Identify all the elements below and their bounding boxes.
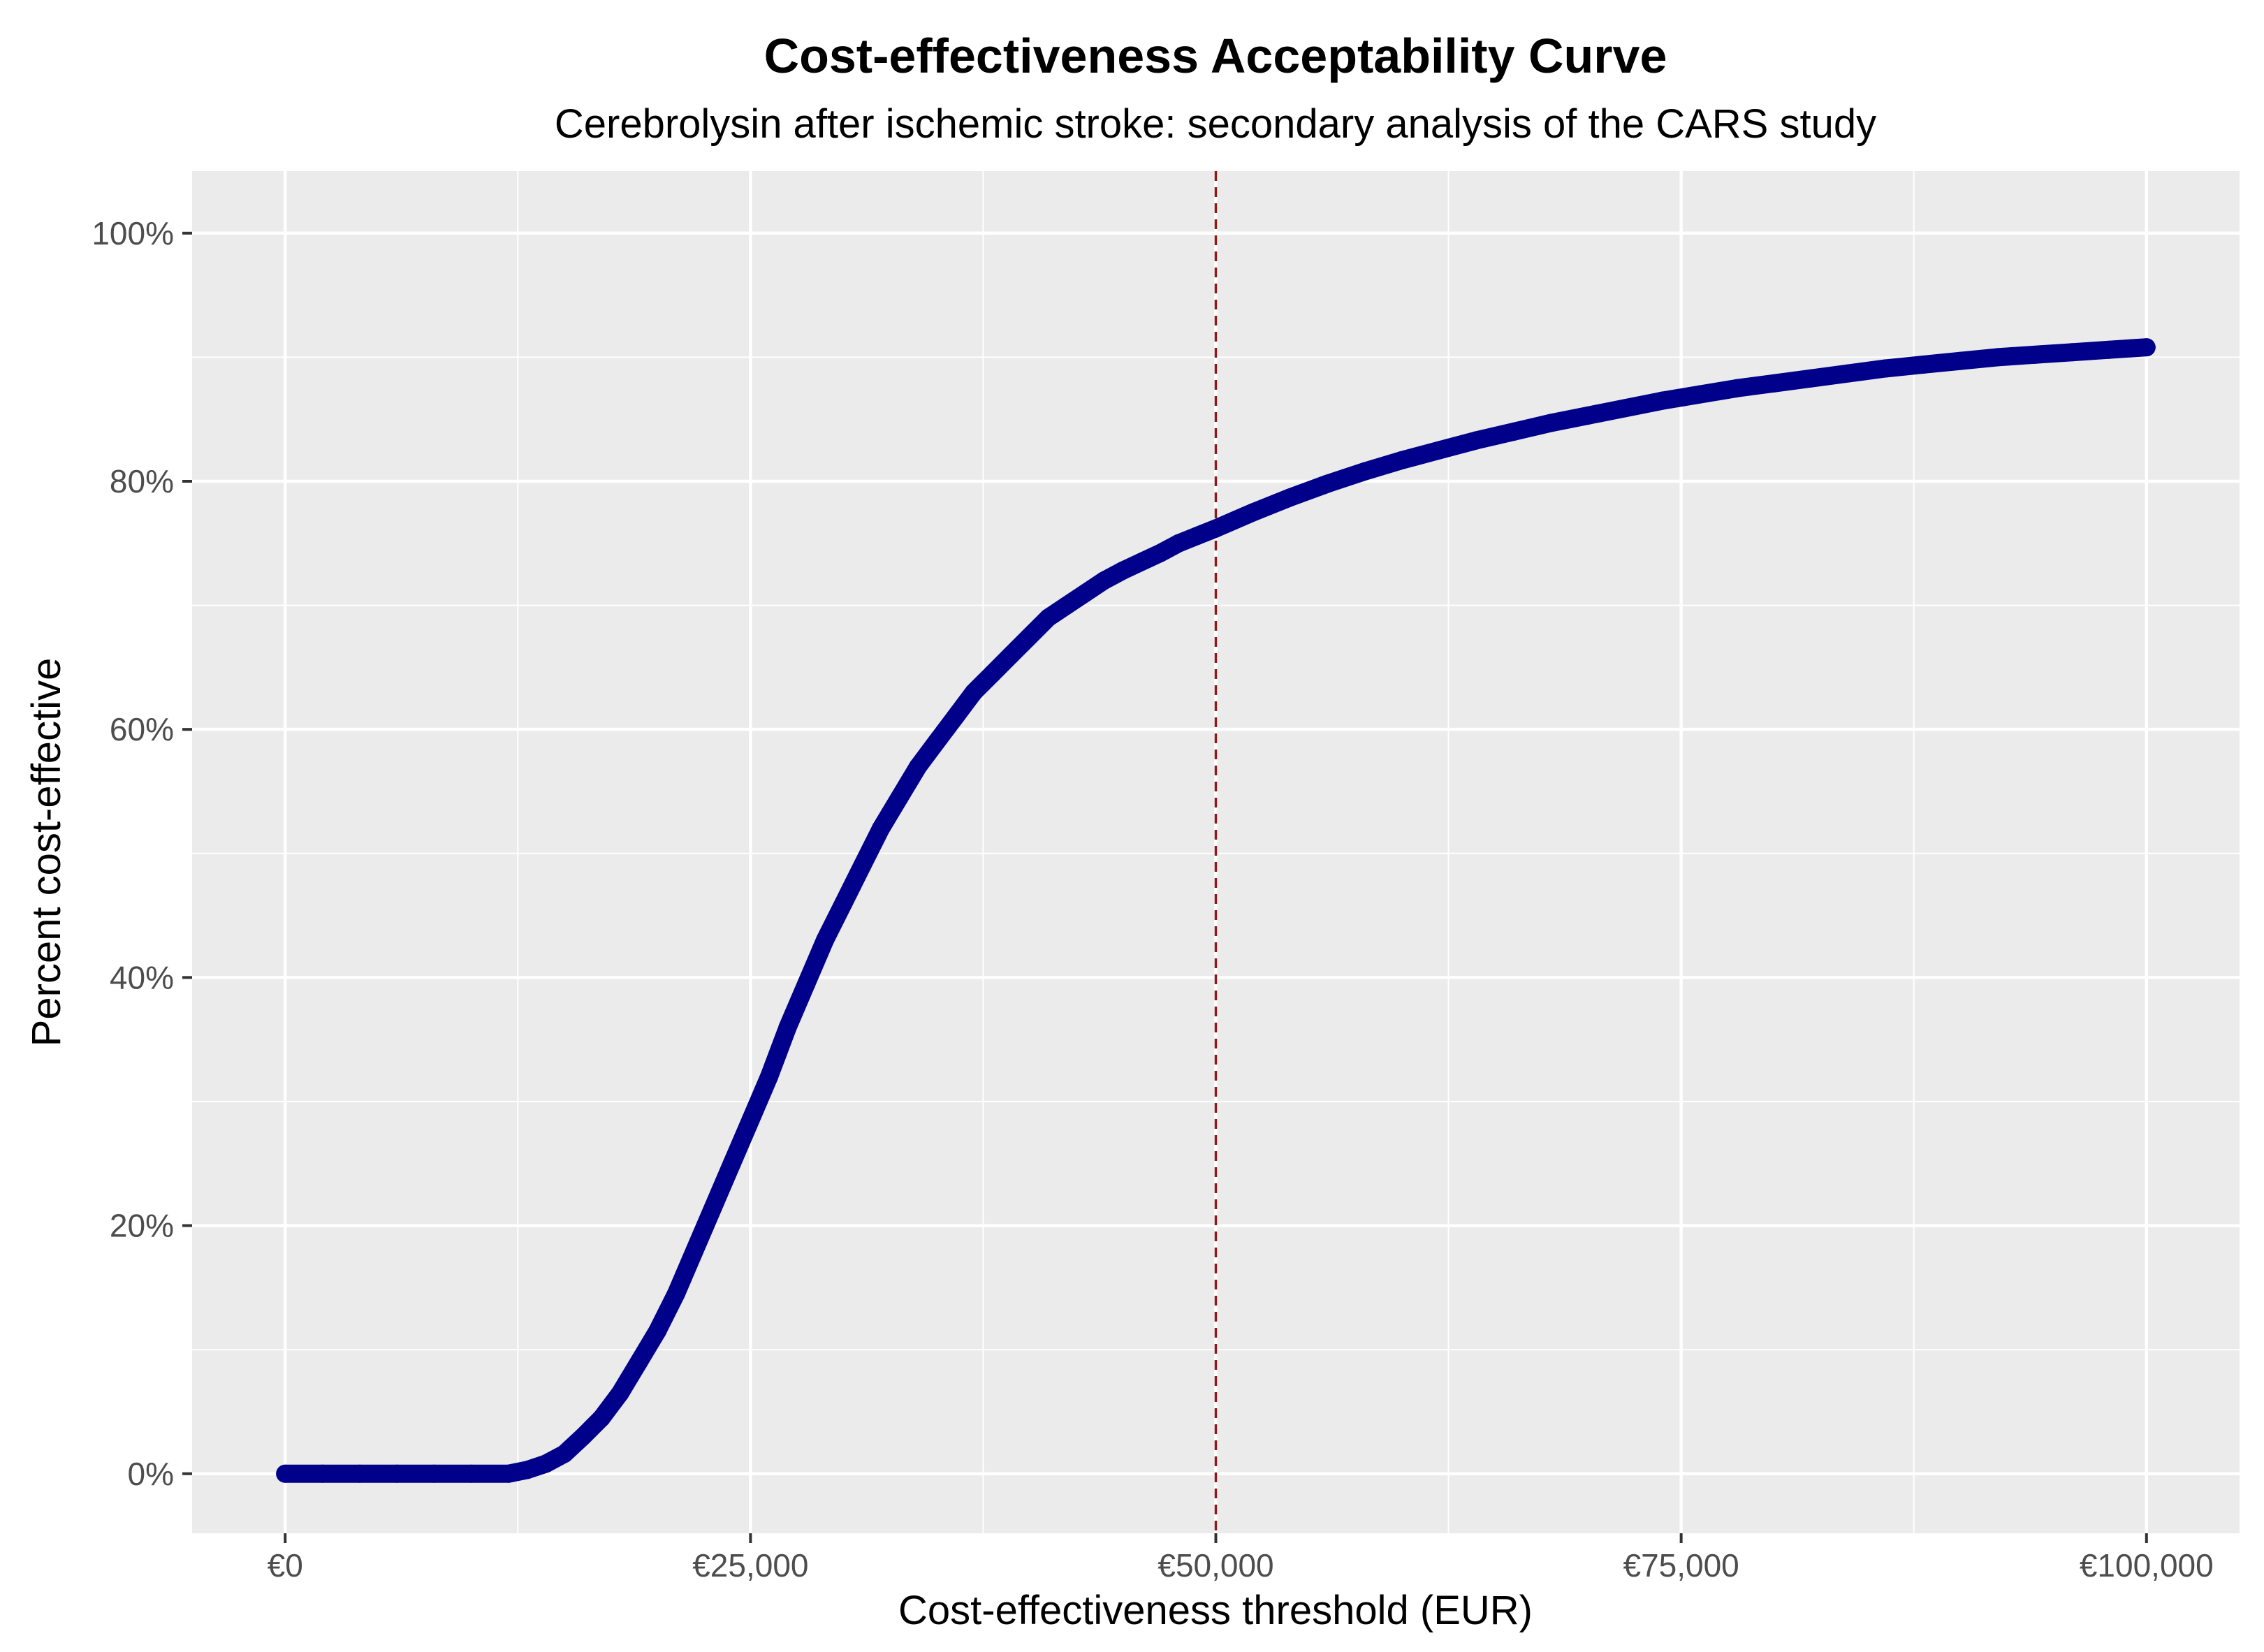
y-tick-label: 60% [110, 711, 174, 747]
ceac-data-point [1616, 399, 1635, 418]
ceac-data-point [1095, 571, 1113, 590]
ceac-data-point [1002, 645, 1021, 664]
ceac-data-point [778, 1018, 797, 1037]
ceac-data-point [965, 682, 984, 701]
ceac-data-point [536, 1454, 555, 1473]
ceac-data-point [555, 1445, 574, 1463]
ceac-data-point [890, 788, 909, 807]
y-tick-label: 80% [110, 463, 174, 499]
ceac-data-point [1579, 406, 1598, 425]
ceac-data-point [760, 1067, 779, 1086]
ceac-data-point [909, 757, 928, 776]
ceac-data-point [425, 1464, 444, 1483]
y-tick-label: 0% [128, 1456, 174, 1492]
ceac-data-point [462, 1464, 481, 1483]
ceac-series-points [276, 338, 2156, 1483]
ceac-data-point [518, 1461, 536, 1479]
ceac-data-point [499, 1464, 518, 1483]
ceac-data-point [1914, 356, 1933, 374]
chart-subtitle: Cerebrolysin after ischemic stroke: seco… [555, 101, 1876, 147]
ceac-data-point [611, 1384, 629, 1403]
x-tick-label: €75,000 [1623, 1547, 1739, 1584]
chart-title: Cost-effectiveness Acceptability Curve [764, 29, 1667, 83]
ceac-data-point [1132, 553, 1151, 571]
ceac-data-point [871, 819, 890, 838]
ceac-series-line [276, 338, 2156, 1483]
ceac-data-point [1653, 391, 1672, 410]
y-axis-ticks: 0% 20% 40% 60% 80% 100% [92, 215, 192, 1492]
ceac-data-point [1839, 364, 1858, 383]
ceac-data-point [1504, 422, 1523, 441]
ceac-data-point [741, 1111, 760, 1130]
x-axis-ticks: €0 €25,000 €50,000 €75,000 €100,000 [268, 1533, 2214, 1584]
ceac-data-point [815, 931, 834, 950]
ceac-data-point [666, 1285, 685, 1303]
ceac-data-point [629, 1352, 648, 1371]
ceac-data-point [1021, 627, 1039, 645]
ceac-data-point [1728, 379, 1746, 397]
ceac-data-point [797, 974, 816, 993]
ceac-data-point [1058, 596, 1076, 615]
ceac-data-point [1802, 369, 1821, 388]
x-tick-label: €25,000 [692, 1547, 808, 1584]
y-tick-label: 100% [92, 215, 174, 251]
ceac-data-point [834, 893, 853, 912]
ceac-data-point [1243, 503, 1262, 522]
ceac-data-point [1206, 519, 1225, 538]
ceac-data-point [1765, 374, 1783, 393]
ceac-data-point [983, 664, 1002, 683]
x-tick-label: €100,000 [2080, 1547, 2214, 1584]
ceac-data-point [1392, 451, 1411, 469]
ceac-data-point [1430, 441, 1449, 460]
ceac-data-point [1876, 359, 1895, 378]
ceac-data-point [1169, 534, 1188, 553]
ceac-data-point [2100, 340, 2119, 359]
ceac-data-point [1542, 414, 1561, 432]
ceac-data-point [1467, 431, 1486, 450]
ceac-data-point [685, 1241, 704, 1260]
ceac-data-point [1690, 385, 1709, 404]
ceac-data-point [1355, 462, 1374, 481]
ceac-data-point [1151, 543, 1169, 562]
ceac-data-point [722, 1154, 741, 1173]
ceac-data-point [927, 732, 946, 751]
ceac-data-point [2063, 343, 2082, 362]
ceac-data-point [574, 1427, 592, 1446]
ceac-data-point [853, 856, 872, 875]
ceac-data-point [704, 1197, 723, 1216]
ceac-data-point [1039, 608, 1058, 627]
ceac-data-point [388, 1464, 407, 1483]
ceac-data-point [946, 708, 965, 726]
x-axis-title: Cost-effectiveness threshold (EUR) [898, 1588, 1533, 1633]
ceac-data-point [1076, 583, 1095, 602]
y-axis-title: Percent cost-effective [24, 658, 69, 1047]
ceac-data-point [313, 1464, 332, 1483]
ceac-data-point [276, 1464, 295, 1483]
ceac-data-point [1988, 348, 2007, 367]
ceac-data-point [1951, 351, 1970, 370]
x-tick-label: €50,000 [1157, 1547, 1273, 1584]
ceac-data-point [648, 1322, 667, 1340]
ceac-data-point [1113, 561, 1132, 580]
ceac-data-point [2137, 338, 2156, 357]
ceac-data-point [2025, 345, 2044, 364]
y-tick-label: 40% [110, 959, 174, 995]
ceac-data-point [1188, 527, 1206, 546]
ceac-data-point [1318, 474, 1337, 493]
ceac-data-point [1281, 488, 1300, 507]
ceac-data-point [350, 1464, 369, 1483]
ceac-data-point [592, 1408, 611, 1427]
x-tick-label: €0 [268, 1547, 303, 1584]
y-tick-label: 20% [110, 1208, 174, 1244]
